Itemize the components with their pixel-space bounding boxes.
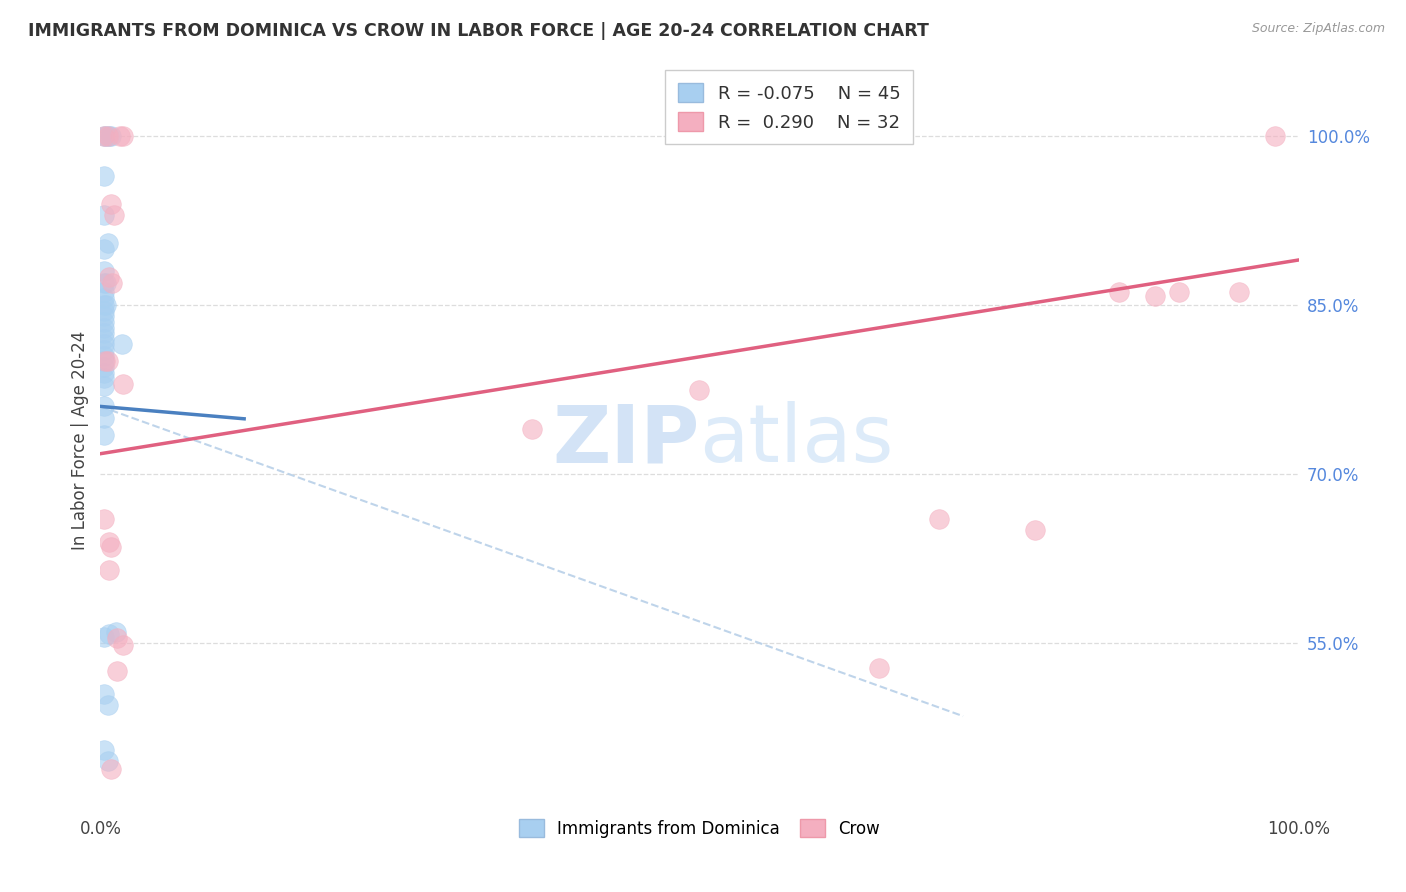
Point: [96, 754, 118, 768]
Point: [93, 512, 115, 526]
Point: [1264, 129, 1286, 144]
Text: Source: ZipAtlas.com: Source: ZipAtlas.com: [1251, 22, 1385, 36]
Point: [101, 276, 124, 290]
Point: [96, 354, 118, 368]
Point: [520, 422, 543, 436]
Point: [1227, 285, 1250, 299]
Point: [93, 242, 115, 256]
Point: [93, 343, 115, 357]
Point: [93, 400, 115, 414]
Point: [93, 303, 115, 318]
Point: [103, 208, 125, 222]
Point: [93, 298, 115, 312]
Point: [112, 376, 135, 391]
Point: [93, 371, 115, 385]
Point: [93, 687, 115, 701]
Point: [93, 326, 115, 341]
Point: [96, 298, 118, 312]
Point: [93, 630, 115, 644]
Point: [93, 359, 115, 374]
Point: [93, 337, 115, 351]
Point: [93, 129, 115, 144]
Point: [93, 291, 115, 305]
Point: [96, 129, 118, 144]
Point: [97, 269, 120, 284]
Point: [93, 276, 115, 290]
Point: [93, 332, 115, 346]
Point: [928, 512, 950, 526]
Point: [105, 664, 128, 678]
Point: [96, 276, 118, 290]
Point: [1167, 285, 1189, 299]
Point: [93, 208, 115, 222]
Point: [97, 129, 120, 144]
Point: [100, 129, 122, 144]
Point: [93, 354, 115, 368]
Point: [100, 196, 122, 211]
Point: [93, 366, 115, 380]
Point: [97, 534, 120, 549]
Text: ZIP: ZIP: [553, 401, 699, 479]
Point: [105, 632, 128, 646]
Point: [93, 310, 115, 324]
Point: [93, 285, 115, 299]
Point: [93, 427, 115, 442]
Point: [868, 661, 890, 675]
Point: [112, 638, 135, 652]
Point: [93, 169, 115, 183]
Point: [94, 354, 117, 368]
Text: atlas: atlas: [699, 401, 894, 479]
Y-axis label: In Labor Force | Age 20-24: In Labor Force | Age 20-24: [72, 331, 89, 549]
Point: [97, 627, 120, 641]
Point: [93, 349, 115, 363]
Point: [96, 698, 118, 712]
Point: [111, 337, 134, 351]
Point: [104, 624, 127, 639]
Point: [688, 383, 710, 397]
Point: [93, 410, 115, 425]
Point: [96, 236, 118, 251]
Point: [1024, 524, 1046, 538]
Point: [93, 379, 115, 393]
Point: [93, 315, 115, 329]
Point: [100, 762, 122, 776]
Point: [108, 129, 131, 144]
Legend: Immigrants from Dominica, Crow: Immigrants from Dominica, Crow: [512, 813, 887, 845]
Text: IMMIGRANTS FROM DOMINICA VS CROW IN LABOR FORCE | AGE 20-24 CORRELATION CHART: IMMIGRANTS FROM DOMINICA VS CROW IN LABO…: [28, 22, 929, 40]
Point: [100, 540, 122, 554]
Point: [93, 129, 115, 144]
Point: [1143, 289, 1166, 303]
Point: [93, 320, 115, 334]
Point: [96, 129, 118, 144]
Point: [1108, 285, 1130, 299]
Point: [112, 129, 135, 144]
Point: [97, 563, 120, 577]
Point: [93, 743, 115, 757]
Point: [93, 264, 115, 278]
